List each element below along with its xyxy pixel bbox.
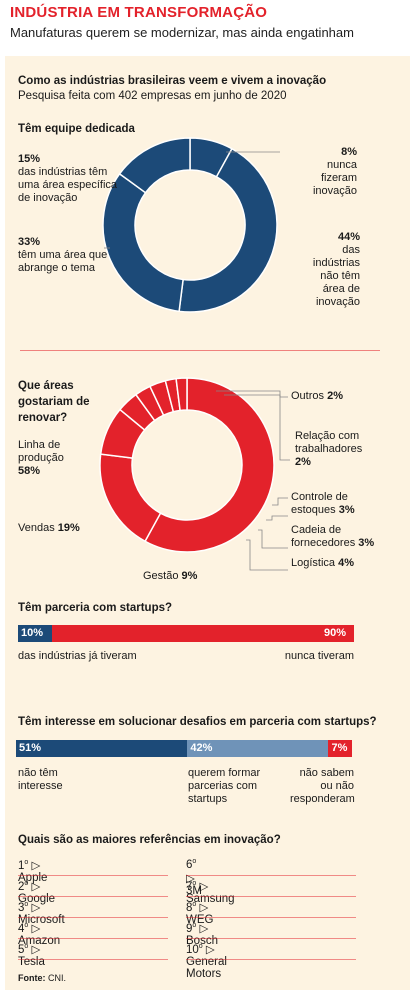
page-title: INDÚSTRIA EM TRANSFORMAÇÃO bbox=[10, 4, 268, 21]
ranking-divider bbox=[18, 959, 168, 960]
bar-parceria: 10% 90% bbox=[18, 625, 354, 642]
area-pct-gestao: 9% bbox=[181, 570, 198, 582]
area-pct-trabalhadores: 2% bbox=[295, 456, 311, 468]
equipe-slice bbox=[178, 147, 278, 313]
bar-interesse: 51% 42% 7% bbox=[16, 740, 352, 757]
leader-line bbox=[216, 390, 288, 398]
areas-slice bbox=[99, 453, 162, 543]
bar-segment: 51% bbox=[16, 740, 188, 757]
leader-line bbox=[224, 394, 290, 461]
ranking-item: 10o ▷ General Motors bbox=[186, 942, 227, 980]
area-name-fornecedores: Cadeia de fornecedores bbox=[291, 524, 356, 549]
area-label-outros: Outros 2% bbox=[291, 390, 343, 403]
area-name-trabalhadores: Relação com trabalhadores bbox=[295, 430, 363, 455]
bar-segment: 7% bbox=[328, 740, 352, 757]
separator bbox=[20, 350, 380, 351]
bar-segment: 10% bbox=[18, 625, 52, 642]
area-name-estoques: Controle de estoques bbox=[291, 491, 348, 516]
area-pct-outros: 2% bbox=[327, 390, 343, 402]
ranking-position: 4o ▷ bbox=[18, 922, 41, 935]
area-pct-vendas: 19% bbox=[57, 522, 80, 534]
area-label-estoques: Controle de estoques 3% bbox=[291, 491, 371, 517]
ranking-item: 5o ▷ Tesla bbox=[18, 942, 45, 968]
area-name-producao: Linha de produção bbox=[18, 439, 64, 464]
leader-line bbox=[258, 529, 288, 549]
ranking-position: 6o ▷ bbox=[186, 858, 197, 885]
area-label-producao: Linha de produção 58% bbox=[18, 439, 108, 478]
ranking-name: Tesla bbox=[18, 956, 45, 968]
areas-slice bbox=[175, 377, 188, 412]
bar2-label-1: não têm interesse bbox=[18, 767, 63, 792]
leader-line bbox=[266, 515, 288, 521]
area-name-logistica: Logística bbox=[291, 557, 336, 569]
area-name-outros: Outros bbox=[291, 390, 325, 402]
source-label: Fonte: bbox=[18, 973, 46, 983]
chart1-title: Têm equipe dedicada bbox=[18, 123, 135, 135]
ranking-divider bbox=[18, 938, 168, 939]
bar-segment: 42% bbox=[187, 740, 329, 757]
ranking-divider bbox=[186, 917, 356, 918]
ranking-position: 9o ▷ bbox=[186, 922, 209, 935]
source-note: Fonte: CNI. bbox=[18, 973, 66, 983]
slice-pct-33: 33% bbox=[18, 236, 41, 248]
source-text: CNI. bbox=[48, 973, 67, 983]
slice-text-33: têm uma área que abrange o tema bbox=[18, 249, 108, 274]
area-pct-estoques: 3% bbox=[338, 504, 355, 516]
ranking-position: 3o ▷ bbox=[18, 901, 41, 914]
area-label-fornecedores: Cadeia de fornecedores 3% bbox=[291, 524, 391, 550]
ranking-name: 3M bbox=[186, 884, 202, 897]
ranking-position: 1o ▷ bbox=[18, 859, 41, 872]
slice-label-44: 44% das indústrias não têm área de inova… bbox=[300, 231, 360, 309]
page-subtitle: Manufaturas querem se modernizar, mas ai… bbox=[10, 25, 354, 40]
intro-subtitle: Pesquisa feita com 402 empresas em junho… bbox=[18, 90, 287, 102]
leader-line bbox=[272, 497, 288, 506]
ranking-divider bbox=[18, 896, 168, 897]
ranking-divider bbox=[186, 896, 356, 897]
area-pct-logistica: 4% bbox=[338, 557, 354, 569]
ranking-position: 10o ▷ bbox=[186, 943, 215, 956]
areas-slice bbox=[144, 377, 275, 553]
ranking-position: 2o ▷ bbox=[18, 880, 41, 893]
slice-text-44: das indústrias não têm área de inovação bbox=[312, 244, 360, 308]
ranking-position: 8o ▷ bbox=[186, 901, 209, 914]
slice-pct-44: 44% bbox=[337, 231, 360, 243]
area-label-gestao: Gestão 9% bbox=[143, 570, 197, 583]
ranking-divider bbox=[186, 938, 356, 939]
slice-pct-15: 15% bbox=[18, 153, 41, 165]
chart5-title: Quais são as maiores referências em inov… bbox=[18, 834, 281, 846]
bar2-label-3: não sabem ou não responderam bbox=[290, 767, 355, 805]
ranking-position: 5o ▷ bbox=[18, 943, 41, 956]
slice-label-15: 15% das indústrias têm uma área específi… bbox=[18, 153, 118, 205]
bar2-label-2: querem formar parcerias com startups bbox=[188, 767, 261, 805]
bar1-label-left: das indústrias já tiveram bbox=[18, 650, 137, 662]
area-pct-fornecedores: 3% bbox=[358, 537, 375, 549]
slice-label-8: 8% nunca fizeram inovação bbox=[295, 146, 357, 198]
ranking-position: 7o ▷ bbox=[186, 880, 209, 893]
chart2-title: Que áreas gostariam de renovar? bbox=[18, 380, 90, 424]
chart4-title: Têm interesse em solucionar desafios em … bbox=[18, 716, 377, 728]
area-pct-producao: 58% bbox=[18, 465, 41, 477]
equipe-slice bbox=[102, 172, 184, 313]
area-label-trabalhadores: Relação com trabalhadores 2% bbox=[295, 430, 375, 469]
slice-text-8: nunca fizeram inovação bbox=[312, 159, 357, 197]
leader-line bbox=[246, 539, 288, 571]
area-label-vendas: Vendas 19% bbox=[18, 522, 80, 535]
ranking-divider bbox=[18, 917, 168, 918]
ranking-item: 6o ▷ 3M bbox=[186, 858, 202, 897]
ranking-divider bbox=[186, 959, 356, 960]
chart3-title: Têm parceria com startups? bbox=[18, 602, 173, 614]
area-name-vendas: Vendas bbox=[18, 522, 55, 534]
ranking-divider bbox=[186, 875, 356, 876]
area-label-logistica: Logística 4% bbox=[291, 557, 354, 570]
equipe-slice bbox=[118, 137, 191, 194]
slice-text-15: das indústrias têm uma área específica d… bbox=[18, 166, 118, 204]
ranking-divider bbox=[18, 875, 168, 876]
area-name-gestao: Gestão bbox=[143, 570, 179, 582]
slice-label-33: 33% têm uma área que abrange o tema bbox=[18, 236, 113, 275]
bar-segment: 90% bbox=[51, 625, 354, 642]
slice-pct-8: 8% bbox=[341, 146, 357, 158]
bar1-label-right: nunca tiveram bbox=[284, 650, 354, 662]
intro-title: Como as indústrias brasileiras veem e vi… bbox=[18, 75, 327, 87]
